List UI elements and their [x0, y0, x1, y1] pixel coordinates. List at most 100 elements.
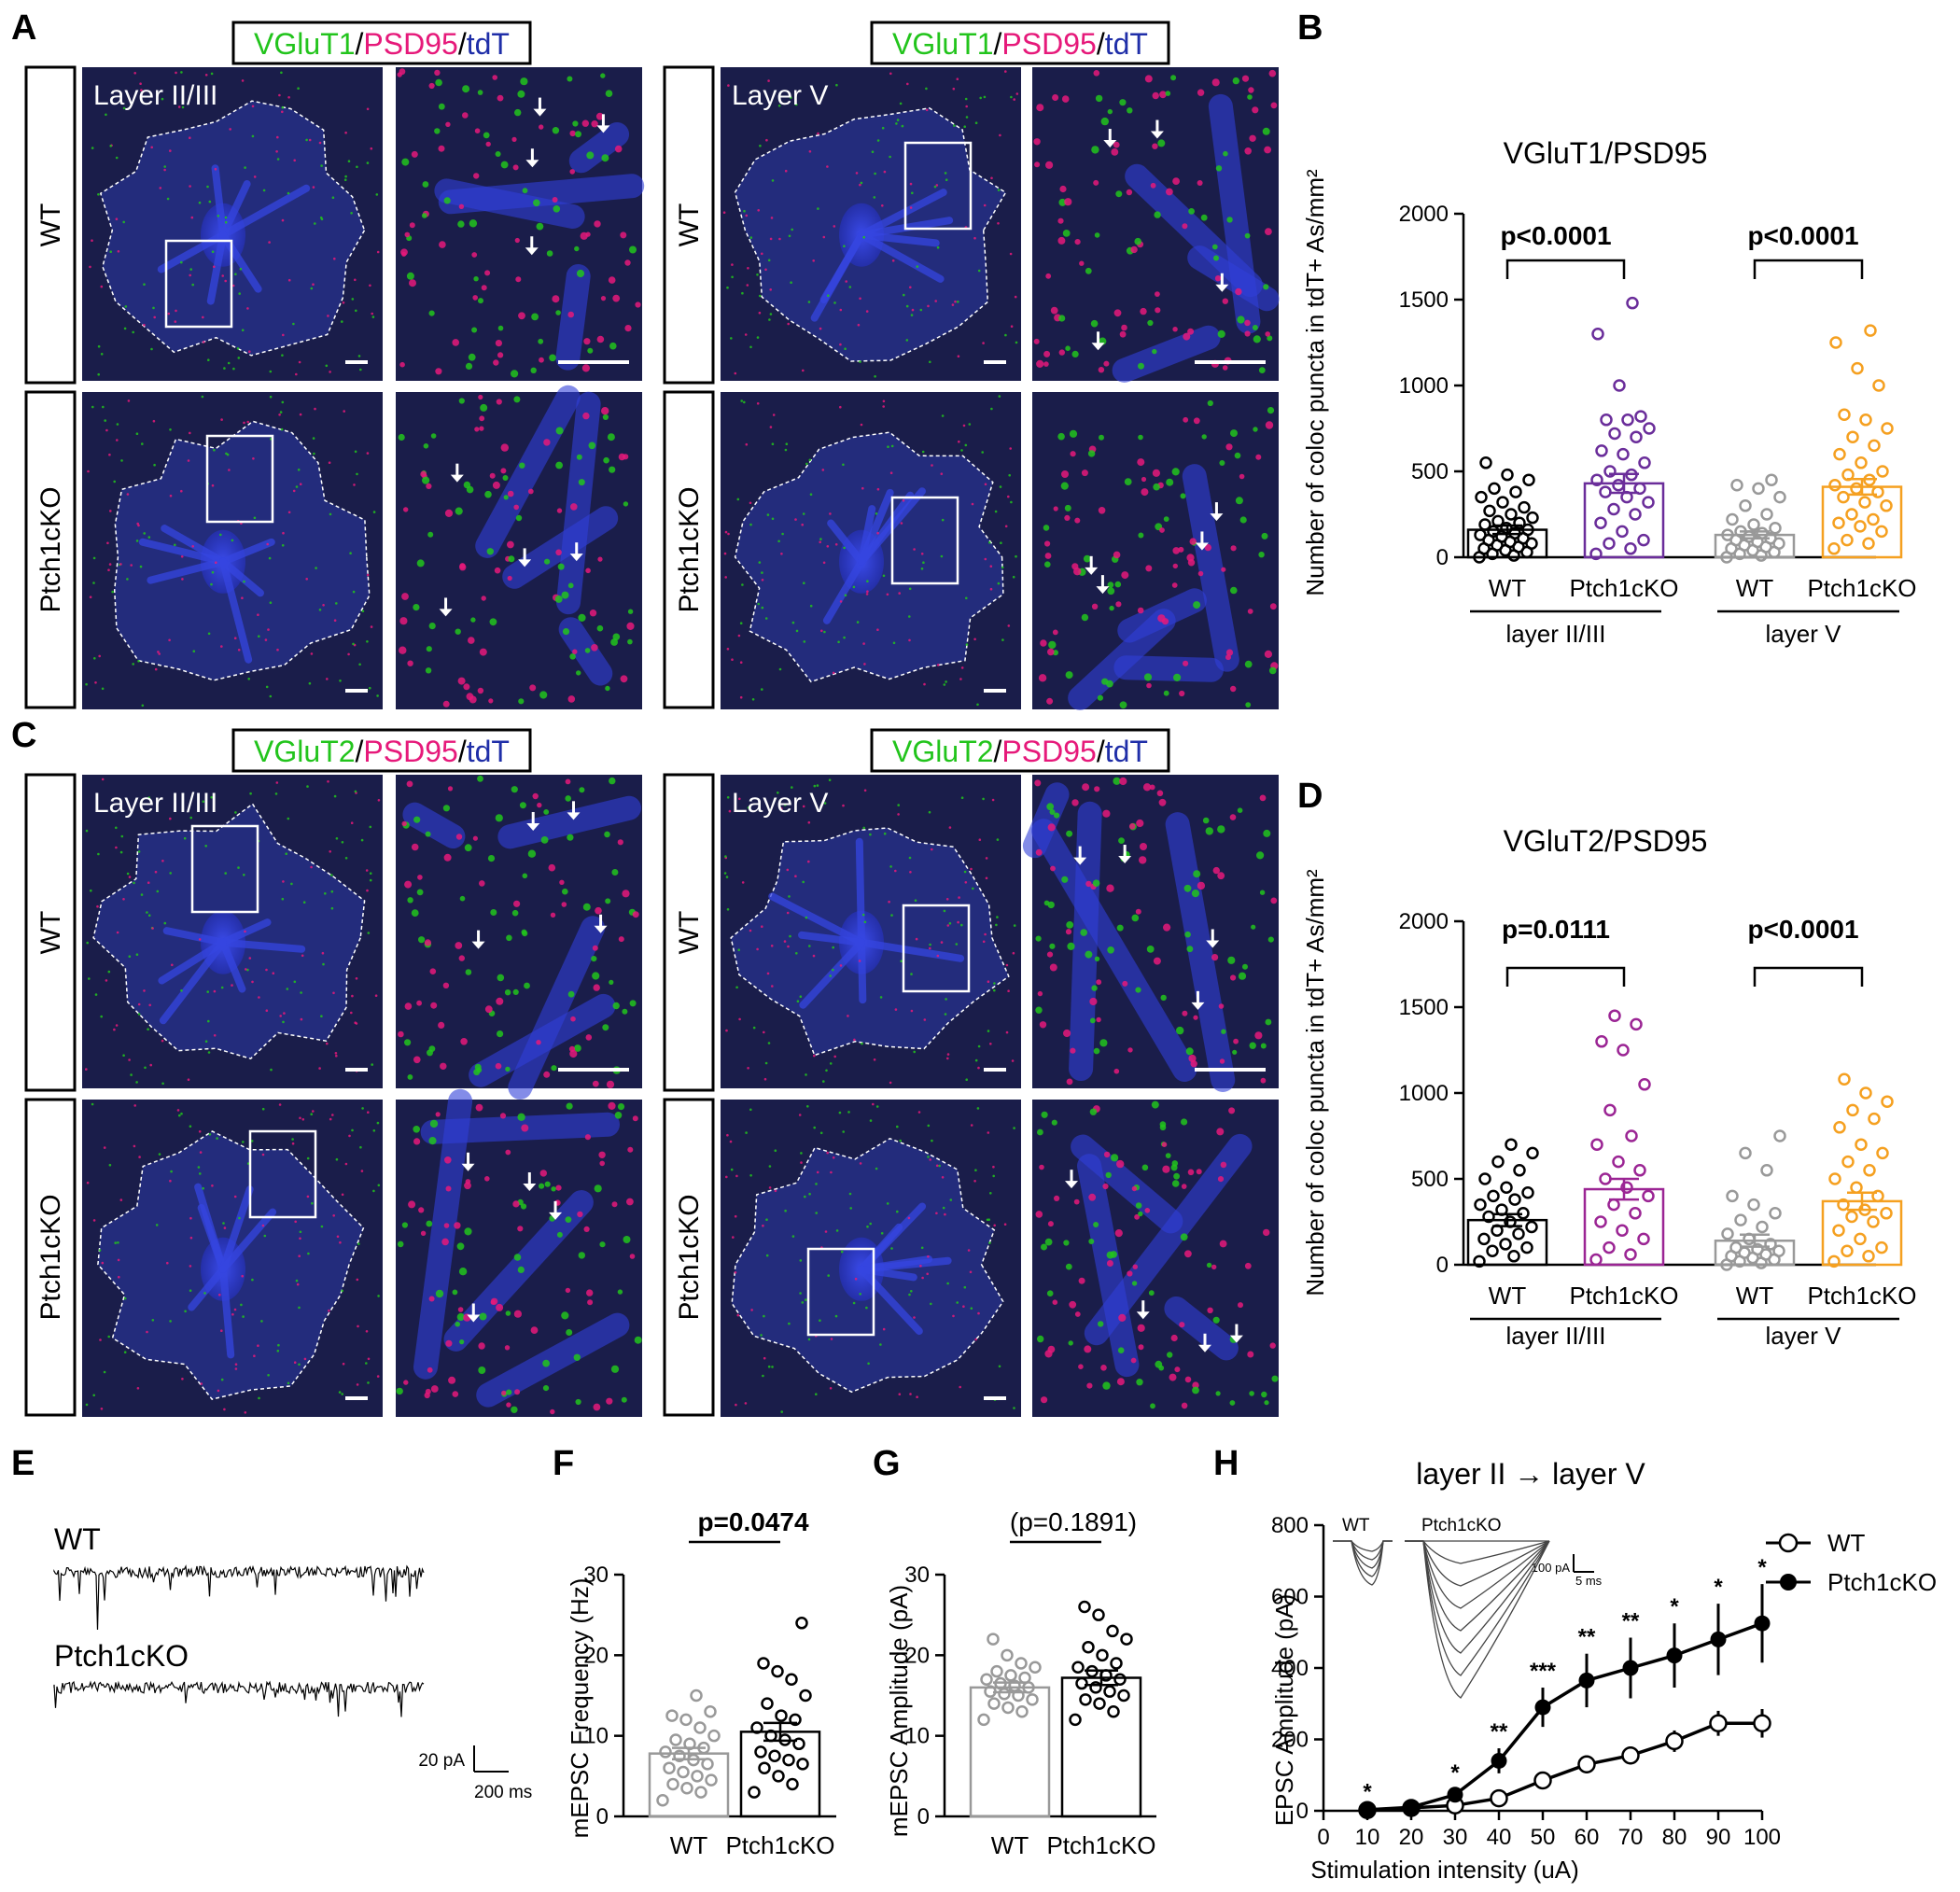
- puncta: [1013, 924, 1016, 927]
- data-point: [1620, 490, 1633, 504]
- puncta: [329, 850, 332, 853]
- data-point: [1841, 533, 1854, 547]
- data-point: [1773, 490, 1786, 504]
- puncta: [361, 610, 365, 612]
- puncta: [1268, 69, 1277, 77]
- puncta: [490, 909, 497, 916]
- data-point: [1594, 1215, 1607, 1228]
- panel-letter-A: A: [11, 8, 36, 48]
- puncta: [100, 1015, 103, 1018]
- data-point: [1769, 1207, 1782, 1220]
- puncta: [147, 881, 150, 884]
- puncta: [886, 1202, 889, 1205]
- puncta: [1119, 701, 1127, 709]
- category-label: WT: [1736, 1282, 1774, 1310]
- astrocyte-process: [413, 1088, 473, 1380]
- puncta: [492, 481, 500, 489]
- puncta: [808, 150, 812, 153]
- puncta: [1247, 94, 1253, 100]
- puncta: [411, 909, 419, 917]
- puncta: [833, 1055, 836, 1058]
- puncta: [1106, 1260, 1113, 1267]
- data-point: [1832, 516, 1845, 529]
- puncta: [101, 1261, 105, 1265]
- puncta: [855, 172, 859, 175]
- puncta: [202, 1186, 204, 1190]
- data-point: [1612, 1155, 1625, 1169]
- puncta: [1069, 429, 1078, 438]
- puncta: [592, 945, 598, 951]
- data-point: [1637, 533, 1650, 547]
- puncta: [976, 1107, 980, 1110]
- puncta: [417, 875, 423, 880]
- puncta: [190, 216, 194, 219]
- puncta: [1102, 809, 1111, 818]
- puncta: [366, 452, 370, 455]
- puncta: [113, 480, 116, 484]
- puncta: [247, 678, 251, 680]
- puncta: [536, 222, 544, 231]
- significance-mark: **: [1491, 1719, 1508, 1745]
- puncta: [1116, 924, 1124, 932]
- puncta: [1187, 328, 1195, 335]
- puncta: [761, 571, 763, 574]
- puncta: [147, 796, 150, 799]
- data-point: [1760, 508, 1773, 521]
- puncta: [889, 72, 892, 76]
- puncta: [583, 338, 591, 345]
- puncta: [815, 1183, 818, 1185]
- puncta: [198, 201, 202, 204]
- y-tick-label: 1500: [1399, 287, 1449, 313]
- puncta: [360, 1170, 364, 1172]
- puncta: [485, 141, 491, 147]
- puncta: [1037, 1128, 1043, 1136]
- puncta: [725, 876, 729, 878]
- puncta: [468, 637, 475, 644]
- puncta: [1127, 107, 1133, 114]
- puncta: [802, 369, 805, 372]
- side-label-A-right-wt: WT: [663, 65, 715, 385]
- chart-G-ylabel: mEPSC Amplitude (pA): [885, 1585, 913, 1837]
- puncta: [909, 182, 913, 186]
- puncta: [298, 1363, 301, 1366]
- puncta: [426, 646, 432, 652]
- puncta: [812, 954, 816, 958]
- puncta: [567, 582, 574, 589]
- puncta: [494, 567, 501, 574]
- data-point: [1862, 537, 1875, 551]
- puncta: [522, 873, 528, 879]
- puncta: [459, 563, 466, 569]
- puncta: [416, 889, 424, 896]
- puncta: [581, 364, 591, 372]
- puncta: [1178, 546, 1184, 553]
- puncta: [1193, 870, 1201, 878]
- puncta: [137, 850, 141, 853]
- puncta: [274, 792, 278, 795]
- puncta: [734, 1271, 737, 1274]
- puncta: [376, 1375, 380, 1378]
- puncta: [322, 962, 325, 966]
- puncta: [484, 1176, 490, 1182]
- puncta: [941, 414, 945, 417]
- puncta: [940, 554, 944, 558]
- svg-text:Ptch1cKO: Ptch1cKO: [674, 1194, 705, 1320]
- puncta: [1094, 232, 1100, 238]
- puncta: [1265, 228, 1272, 236]
- puncta: [1218, 1003, 1225, 1009]
- puncta: [822, 235, 826, 239]
- puncta: [741, 291, 744, 295]
- puncta: [522, 188, 528, 194]
- puncta: [404, 880, 413, 889]
- puncta: [913, 1050, 916, 1054]
- puncta: [772, 413, 776, 416]
- puncta: [1033, 338, 1040, 344]
- puncta: [208, 200, 212, 203]
- y-tick-label: 500: [1411, 459, 1449, 484]
- puncta: [445, 1185, 452, 1192]
- puncta: [533, 199, 540, 207]
- puncta: [287, 817, 290, 820]
- puncta: [347, 160, 351, 162]
- puncta: [156, 890, 160, 893]
- puncta: [963, 1285, 967, 1289]
- arrow-marker: [1210, 502, 1224, 522]
